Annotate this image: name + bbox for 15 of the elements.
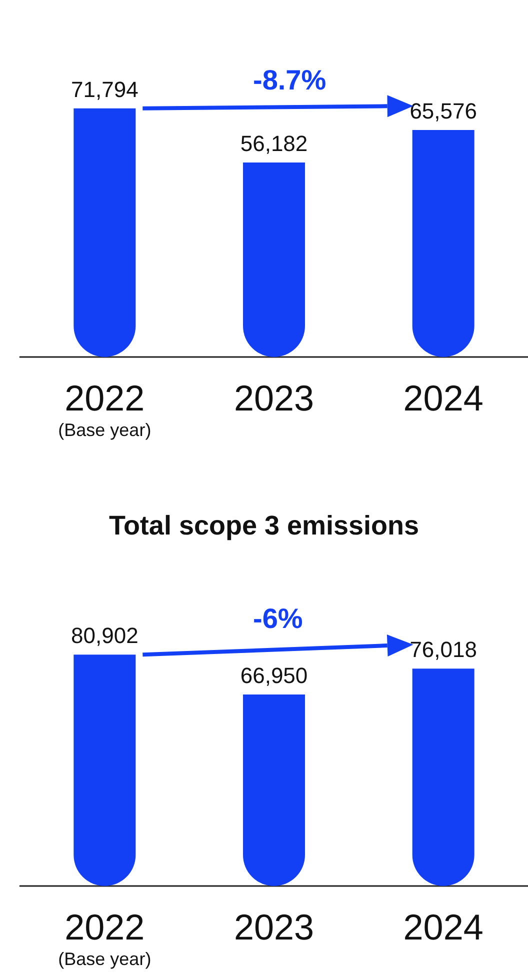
data-label: 65,576 — [410, 98, 477, 124]
text: -6% — [253, 603, 303, 634]
data-label: 56,182 — [240, 130, 308, 156]
x-tick-label: 2022 (Base year) — [58, 378, 152, 440]
x-tick-label: 2023 — [234, 378, 314, 418]
data-label: 66,950 — [240, 663, 308, 688]
text: -8.7% — [253, 64, 326, 96]
chart-title: Total scope 3 emissions — [108, 510, 420, 540]
x-tick-label: 2024 — [403, 378, 484, 418]
data-label: 80,902 — [71, 623, 138, 648]
x-tick-label: 2022 (Base year) — [58, 906, 152, 969]
data-label: 76,018 — [410, 637, 477, 662]
x-tick-label: 2024 — [403, 906, 484, 948]
x-tick-label: 2023 — [234, 906, 314, 948]
data-label: 71,794 — [71, 76, 138, 102]
